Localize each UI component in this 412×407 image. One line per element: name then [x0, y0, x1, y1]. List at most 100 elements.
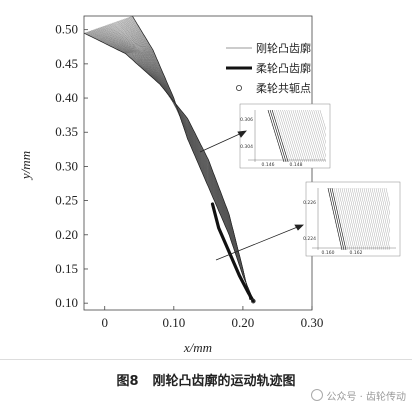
- inset-trace: [337, 188, 353, 250]
- inset-trace: [347, 188, 363, 250]
- y-tick-label: 0.40: [55, 90, 78, 105]
- inset-trace: [379, 188, 390, 233]
- x-axis-label: x/mm: [183, 340, 212, 355]
- legend-label-flex: 柔轮凸齿廓: [256, 61, 311, 75]
- inset-trace: [367, 188, 383, 250]
- inset-trace: [331, 188, 347, 250]
- rigid-tooth-trace: [85, 32, 251, 300]
- caption-divider: [0, 359, 412, 360]
- inset-trace: [359, 188, 375, 250]
- y-tick-label: 0.25: [55, 193, 78, 208]
- inset-trace: [315, 110, 326, 144]
- caption-text: 刚轮凸齿廓的运动轨迹图: [152, 374, 296, 389]
- inset-2-ytick-0: 0.226: [303, 200, 316, 206]
- y-tick-label: 0.50: [55, 22, 78, 37]
- zoom-inset-2: 0.226 0.224 0.160 0.162: [303, 181, 401, 257]
- rigid-tooth-trace: [93, 29, 251, 300]
- rigid-tooth-trace: [88, 31, 251, 300]
- inset-trace: [267, 110, 285, 162]
- flexspline-tooth-line: [210, 202, 255, 303]
- inset-1-xtick-0: 0.146: [262, 162, 275, 168]
- x-tick-label: 0.10: [162, 315, 185, 330]
- rigid-tooth-trace: [90, 30, 251, 300]
- inset-trace: [349, 188, 365, 250]
- y-tick-label: 0.10: [55, 295, 78, 310]
- inset-trace: [290, 110, 307, 162]
- x-tick-label: 0.20: [232, 315, 255, 330]
- inset-trace: [369, 188, 385, 250]
- inset-2-ytick-1: 0.224: [303, 236, 316, 242]
- x-axis-ticks: 0 0.10 0.20 0.30: [101, 306, 323, 330]
- inset-trace: [288, 110, 305, 162]
- rigid-tooth-trace: [91, 30, 251, 300]
- rigid-tooth-trace: [106, 24, 252, 300]
- rigid-tooth-edge: [84, 32, 251, 300]
- legend-label-rigid: 刚轮凸齿廓: [256, 41, 311, 55]
- inset-trace: [299, 110, 316, 162]
- inset-trace: [278, 110, 295, 162]
- y-tick-label: 0.20: [55, 227, 78, 242]
- zoom-arrows: [199, 130, 304, 261]
- inset-trace: [271, 110, 289, 162]
- inset-trace: [282, 110, 299, 162]
- inset-2-xtick-1: 0.162: [350, 250, 363, 256]
- inset-trace: [292, 110, 310, 162]
- inset-trace: [355, 188, 371, 250]
- rigid-tooth-trace: [92, 29, 251, 300]
- rigid-tooth-edge: [132, 16, 254, 300]
- inset-trace: [381, 188, 390, 225]
- inset-trace: [329, 188, 345, 250]
- rigid-tooth-trace: [90, 30, 251, 300]
- rigid-tooth-trace: [107, 24, 252, 300]
- rigid-tooth-trace: [108, 24, 252, 300]
- inset-trace: [373, 188, 389, 250]
- rigid-tooth-trace: [95, 28, 251, 300]
- zoom-inset-1: 0.306 0.304 0.146 0.148: [239, 103, 331, 169]
- flexspline-tooth-profile: [210, 202, 256, 304]
- rigid-tooth-trace: [84, 32, 250, 300]
- inset-trace: [353, 188, 369, 250]
- inset-trace: [305, 110, 322, 162]
- inset-trace: [319, 110, 326, 131]
- inset-trace: [339, 188, 355, 250]
- inset-trace: [341, 188, 357, 250]
- rigid-tooth-trace: [88, 31, 251, 300]
- rigid-tooth-trace: [84, 32, 251, 300]
- inset-trace: [317, 110, 326, 138]
- inset-trace: [327, 188, 343, 250]
- inset-trace: [313, 110, 326, 151]
- inset-trace: [274, 110, 291, 162]
- figure-caption: 图8 刚轮凸齿廓的运动轨迹图: [0, 370, 412, 389]
- inset-trace: [385, 188, 390, 207]
- rigid-tooth-trace: [95, 28, 251, 300]
- inset-2-xtick-0: 0.160: [322, 250, 335, 256]
- inset-trace: [335, 188, 351, 250]
- inset-trace: [307, 110, 324, 162]
- inset-1-xtick-1: 0.148: [290, 162, 303, 168]
- inset-trace: [276, 110, 293, 162]
- y-axis-label: y/mm: [18, 151, 33, 181]
- inset-trace: [301, 110, 318, 162]
- inset-trace: [284, 110, 301, 162]
- inset-trace: [333, 188, 349, 250]
- legend-marker-conjugate: [235, 85, 242, 92]
- legend-label-conjugate: 柔轮共轭点: [256, 81, 311, 95]
- inset-trace: [280, 110, 297, 162]
- inset-1-ytick-0: 0.306: [240, 117, 253, 123]
- inset-trace: [363, 188, 379, 250]
- x-tick-label: 0: [101, 315, 108, 330]
- inset-trace: [345, 188, 361, 250]
- inset-trace: [294, 110, 312, 162]
- rigid-tooth-trace: [106, 25, 252, 300]
- inset-trace: [303, 110, 320, 162]
- y-tick-label: 0.15: [55, 261, 78, 276]
- rigid-tooth-trace: [87, 31, 251, 300]
- legend: 刚轮凸齿廓 柔轮凸齿廓 柔轮共轭点: [226, 41, 311, 95]
- y-axis-ticks: 0.10 0.15 0.20 0.25 0.30 0.35 0.40 0.45 0.50: [55, 22, 88, 310]
- inset-trace: [343, 188, 359, 250]
- wechat-icon: [311, 389, 324, 401]
- y-tick-label: 0.35: [55, 124, 78, 139]
- zoom-arrow-1: [199, 131, 245, 153]
- caption-number: 图8: [116, 374, 139, 389]
